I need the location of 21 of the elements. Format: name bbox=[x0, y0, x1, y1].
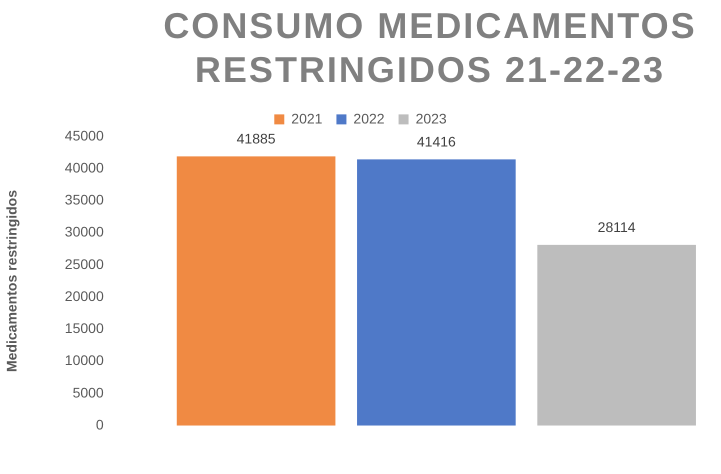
y-tick-label: 35000 bbox=[64, 192, 104, 208]
y-tick-label: 15000 bbox=[64, 320, 104, 336]
legend-label: 2022 bbox=[353, 110, 385, 126]
y-tick-label: 25000 bbox=[64, 256, 104, 272]
y-axis-title: Medicamentos restringidos bbox=[3, 190, 20, 372]
chart-title: CONSUMO MEDICAMENTOS RESTRINGIDOS 21-22-23 bbox=[162, 4, 698, 92]
data-label: 28114 bbox=[598, 218, 636, 235]
data-label: 41885 bbox=[236, 130, 276, 146]
data-label: 41416 bbox=[416, 133, 456, 150]
y-tick-label: 0 bbox=[96, 416, 104, 432]
bar bbox=[176, 156, 336, 426]
legend-label: 2021 bbox=[291, 110, 323, 126]
legend-label: 2023 bbox=[416, 110, 447, 126]
bar bbox=[537, 244, 696, 426]
y-tick-label: 10000 bbox=[64, 352, 104, 368]
y-tick-label: 40000 bbox=[64, 159, 104, 176]
bar bbox=[357, 159, 516, 426]
y-tick-label: 5000 bbox=[72, 384, 104, 400]
y-tick-label: 45000 bbox=[64, 127, 104, 144]
y-tick-label: 20000 bbox=[64, 288, 104, 304]
y-tick-label: 30000 bbox=[64, 224, 104, 240]
